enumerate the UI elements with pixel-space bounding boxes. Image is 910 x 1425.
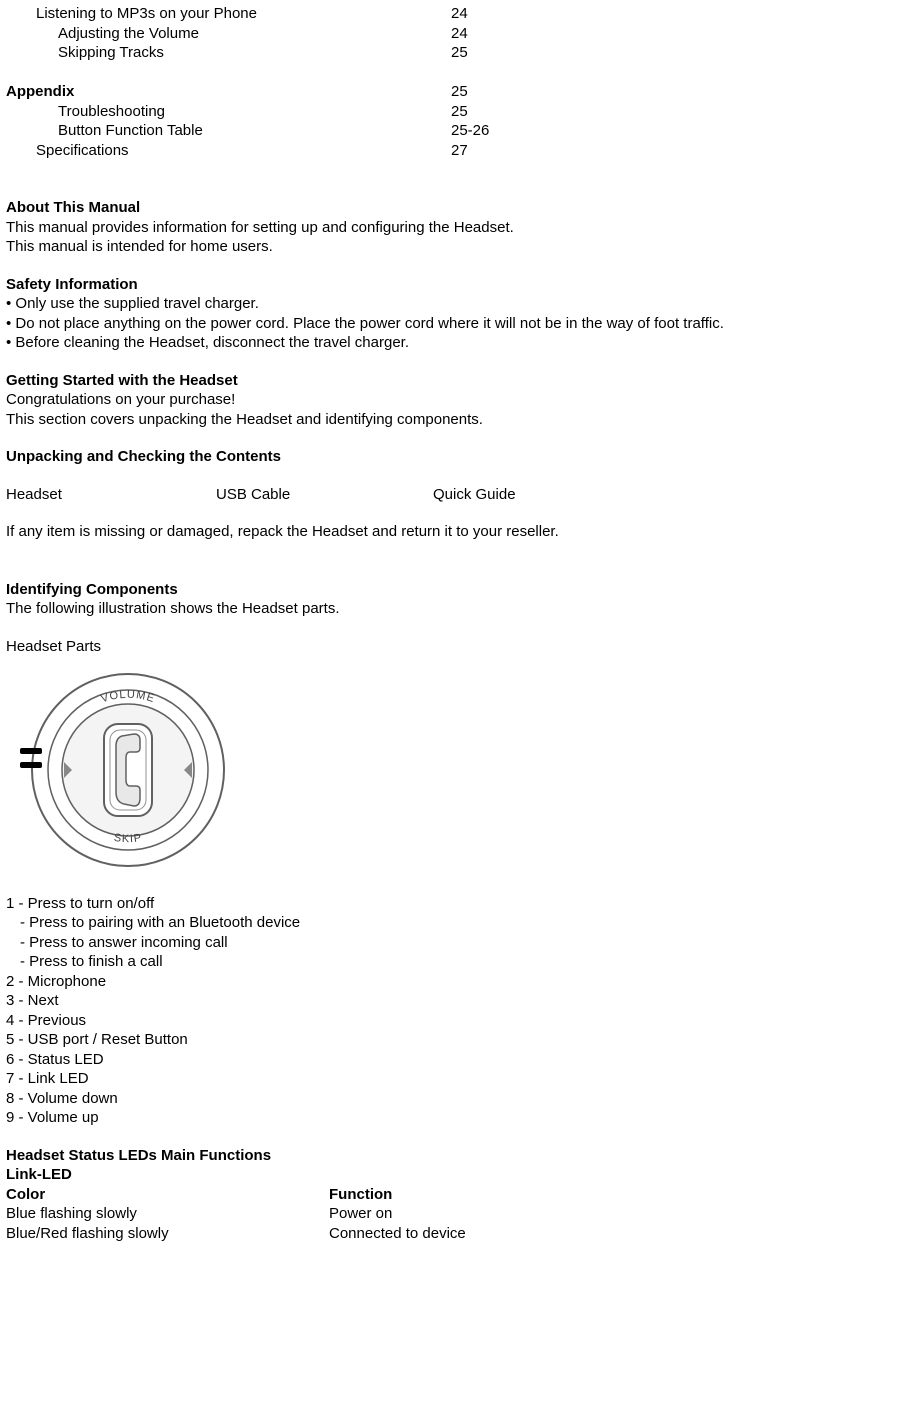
identifying-section: Identifying Components The following ill… <box>6 580 904 619</box>
section-heading: About This Manual <box>6 198 904 218</box>
toc-label: Skipping Tracks <box>6 43 451 63</box>
toc-page: 27 <box>451 141 468 161</box>
section-heading: Unpacking and Checking the Contents <box>6 447 904 467</box>
toc-row: Adjusting the Volume 24 <box>6 24 904 44</box>
toc-label: Troubleshooting <box>6 102 451 122</box>
contents-row: Headset USB Cable Quick Guide <box>6 485 904 505</box>
led-function: Power on <box>329 1204 392 1224</box>
led-table-row: Blue flashing slowly Power on <box>6 1204 904 1224</box>
toc-row: Skipping Tracks 25 <box>6 43 904 63</box>
toc-row: Specifications 27 <box>6 141 904 161</box>
svg-text:SKIP: SKIP <box>113 832 143 845</box>
led-table-row: Blue/Red flashing slowly Connected to de… <box>6 1224 904 1244</box>
toc-page: 24 <box>451 24 468 44</box>
led-color: Blue/Red flashing slowly <box>6 1224 329 1244</box>
part-item: 4 - Previous <box>6 1011 904 1031</box>
svg-text:VOLUME: VOLUME <box>99 689 156 706</box>
contents-item: USB Cable <box>216 485 433 505</box>
column-header: Function <box>329 1185 392 1205</box>
toc-row: Appendix 25 <box>6 82 904 102</box>
section-heading: Identifying Components <box>6 580 904 600</box>
table-of-contents: Listening to MP3s on your Phone 24 Adjus… <box>6 4 904 160</box>
part-item: 9 - Volume up <box>6 1108 904 1128</box>
getting-started-section: Getting Started with the Headset Congrat… <box>6 371 904 430</box>
toc-page: 25 <box>451 43 468 63</box>
section-heading: Headset Status LEDs Main Functions <box>6 1146 904 1166</box>
toc-label: Specifications <box>6 141 451 161</box>
toc-row <box>6 63 904 83</box>
section-heading: Safety Information <box>6 275 904 295</box>
part-item: - Press to finish a call <box>6 952 904 972</box>
led-color: Blue flashing slowly <box>6 1204 329 1224</box>
column-header: Color <box>6 1185 329 1205</box>
toc-label: Listening to MP3s on your Phone <box>6 4 451 24</box>
body-text: This section covers unpacking the Headse… <box>6 410 904 430</box>
leds-section: Headset Status LEDs Main Functions Link-… <box>6 1146 904 1244</box>
toc-label: Adjusting the Volume <box>6 24 451 44</box>
toc-page: 25 <box>451 102 468 122</box>
part-item: 3 - Next <box>6 991 904 1011</box>
body-text: This manual provides information for set… <box>6 218 904 238</box>
safety-section: Safety Information • Only use the suppli… <box>6 275 904 353</box>
led-function: Connected to device <box>329 1224 466 1244</box>
body-text: The following illustration shows the Hea… <box>6 599 904 619</box>
toc-row: Listening to MP3s on your Phone 24 <box>6 4 904 24</box>
bullet-text: • Only use the supplied travel charger. <box>6 294 904 314</box>
body-text: This manual is intended for home users. <box>6 237 904 257</box>
toc-label: Appendix <box>6 82 451 102</box>
contents-item: Headset <box>6 485 216 505</box>
contents-item: Quick Guide <box>433 485 516 505</box>
body-text: If any item is missing or damaged, repac… <box>6 522 904 542</box>
section-subheading: Link-LED <box>6 1165 904 1185</box>
toc-page: 25 <box>451 82 468 102</box>
headset-parts-label: Headset Parts <box>6 637 904 657</box>
section-heading: Getting Started with the Headset <box>6 371 904 391</box>
bullet-text: • Do not place anything on the power cor… <box>6 314 904 334</box>
toc-label: Button Function Table <box>6 121 451 141</box>
unpacking-section: Unpacking and Checking the Contents Head… <box>6 447 904 542</box>
part-item: 6 - Status LED <box>6 1050 904 1070</box>
about-section: About This Manual This manual provides i… <box>6 198 904 257</box>
part-item: - Press to answer incoming call <box>6 933 904 953</box>
part-item: 7 - Link LED <box>6 1069 904 1089</box>
toc-page: 25-26 <box>451 121 489 141</box>
headset-diagram: VOLUME SKIP <box>6 662 904 884</box>
part-item: 1 - Press to turn on/off <box>6 894 904 914</box>
toc-page: 24 <box>451 4 468 24</box>
parts-list: 1 - Press to turn on/off - Press to pair… <box>6 894 904 1128</box>
part-item: 8 - Volume down <box>6 1089 904 1109</box>
toc-row: Troubleshooting 25 <box>6 102 904 122</box>
bullet-text: • Before cleaning the Headset, disconnec… <box>6 333 904 353</box>
part-item: 5 - USB port / Reset Button <box>6 1030 904 1050</box>
part-item: - Press to pairing with an Bluetooth dev… <box>6 913 904 933</box>
part-item: 2 - Microphone <box>6 972 904 992</box>
body-text: Congratulations on your purchase! <box>6 390 904 410</box>
headset-icon: VOLUME SKIP <box>6 662 238 878</box>
toc-row: Button Function Table 25-26 <box>6 121 904 141</box>
led-table-header: Color Function <box>6 1185 904 1205</box>
